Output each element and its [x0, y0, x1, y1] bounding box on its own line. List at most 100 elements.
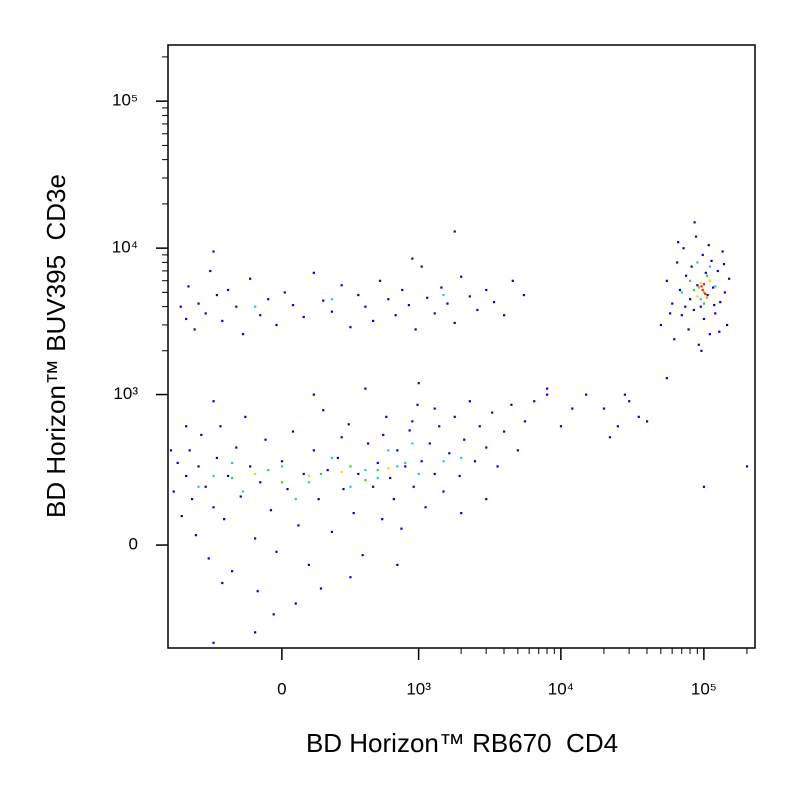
point — [511, 279, 514, 282]
point — [533, 400, 536, 403]
point — [608, 436, 612, 439]
point — [249, 465, 252, 468]
x-tick-label: 0 — [277, 679, 286, 698]
point — [692, 288, 695, 292]
point — [294, 602, 297, 605]
point — [197, 302, 200, 305]
point — [704, 271, 707, 274]
point — [264, 438, 267, 441]
point — [491, 411, 494, 414]
point — [496, 465, 499, 468]
point — [414, 328, 417, 331]
point — [230, 461, 234, 465]
point — [702, 302, 706, 305]
point — [463, 438, 466, 441]
point — [357, 293, 360, 297]
point — [433, 472, 436, 476]
point — [230, 476, 234, 480]
point — [669, 312, 672, 315]
point — [460, 456, 463, 460]
point — [460, 511, 463, 515]
point — [401, 288, 404, 292]
point — [291, 304, 295, 307]
point — [235, 305, 238, 308]
point — [685, 274, 688, 277]
point — [280, 481, 284, 484]
point — [665, 279, 668, 282]
point — [485, 498, 488, 501]
point — [389, 476, 392, 480]
point — [665, 377, 668, 380]
axes: 0 10³ 10⁴ 10⁵ 0 10³ 10⁴ 10⁵ — [112, 56, 748, 698]
point — [705, 274, 709, 277]
point — [212, 250, 215, 253]
point — [188, 449, 191, 452]
point — [417, 382, 420, 385]
point — [546, 393, 549, 396]
y-tick-label: 10⁵ — [112, 91, 138, 110]
point — [400, 527, 403, 530]
point — [420, 265, 423, 268]
point — [267, 298, 270, 301]
point — [392, 498, 395, 501]
point — [387, 449, 390, 452]
point — [267, 469, 270, 472]
point — [254, 472, 257, 476]
point — [699, 281, 702, 285]
point — [412, 485, 415, 488]
point — [546, 387, 549, 390]
point — [708, 265, 711, 268]
point — [387, 298, 390, 301]
point — [516, 449, 520, 452]
point — [204, 485, 207, 488]
point — [283, 291, 286, 294]
point — [330, 310, 333, 313]
point — [207, 557, 210, 560]
point — [219, 425, 222, 428]
point — [185, 474, 188, 478]
x-tick-label: 10⁴ — [548, 679, 574, 698]
point — [322, 409, 325, 412]
point — [215, 456, 219, 460]
point — [701, 288, 704, 292]
point — [559, 425, 563, 428]
point — [244, 415, 247, 418]
point — [712, 286, 715, 289]
point — [721, 250, 724, 253]
x-tick-label: 10⁵ — [691, 679, 717, 698]
y-tick-label: 0 — [129, 535, 138, 554]
point — [212, 506, 215, 509]
point — [602, 407, 606, 410]
point — [706, 293, 709, 297]
point — [708, 279, 711, 282]
point — [280, 460, 284, 463]
point — [366, 442, 370, 445]
x-tick-label: 10³ — [406, 679, 431, 698]
point — [645, 420, 649, 423]
point — [702, 485, 706, 488]
point — [442, 293, 445, 297]
point — [677, 241, 680, 244]
y-tick-label: 10⁴ — [112, 238, 138, 257]
point — [330, 298, 333, 301]
point — [628, 400, 631, 403]
point — [503, 314, 506, 317]
point — [194, 534, 197, 537]
point — [689, 298, 692, 301]
point — [704, 292, 707, 295]
point — [364, 469, 367, 472]
point — [707, 244, 710, 247]
point — [212, 400, 215, 403]
point — [330, 530, 333, 533]
point — [396, 465, 399, 468]
point — [372, 485, 375, 488]
point — [694, 235, 698, 238]
point — [364, 387, 367, 390]
point — [728, 277, 731, 280]
point — [249, 277, 252, 280]
point — [411, 420, 414, 423]
point — [294, 498, 297, 501]
point — [453, 321, 456, 325]
y-tick-label: 10³ — [113, 384, 138, 403]
